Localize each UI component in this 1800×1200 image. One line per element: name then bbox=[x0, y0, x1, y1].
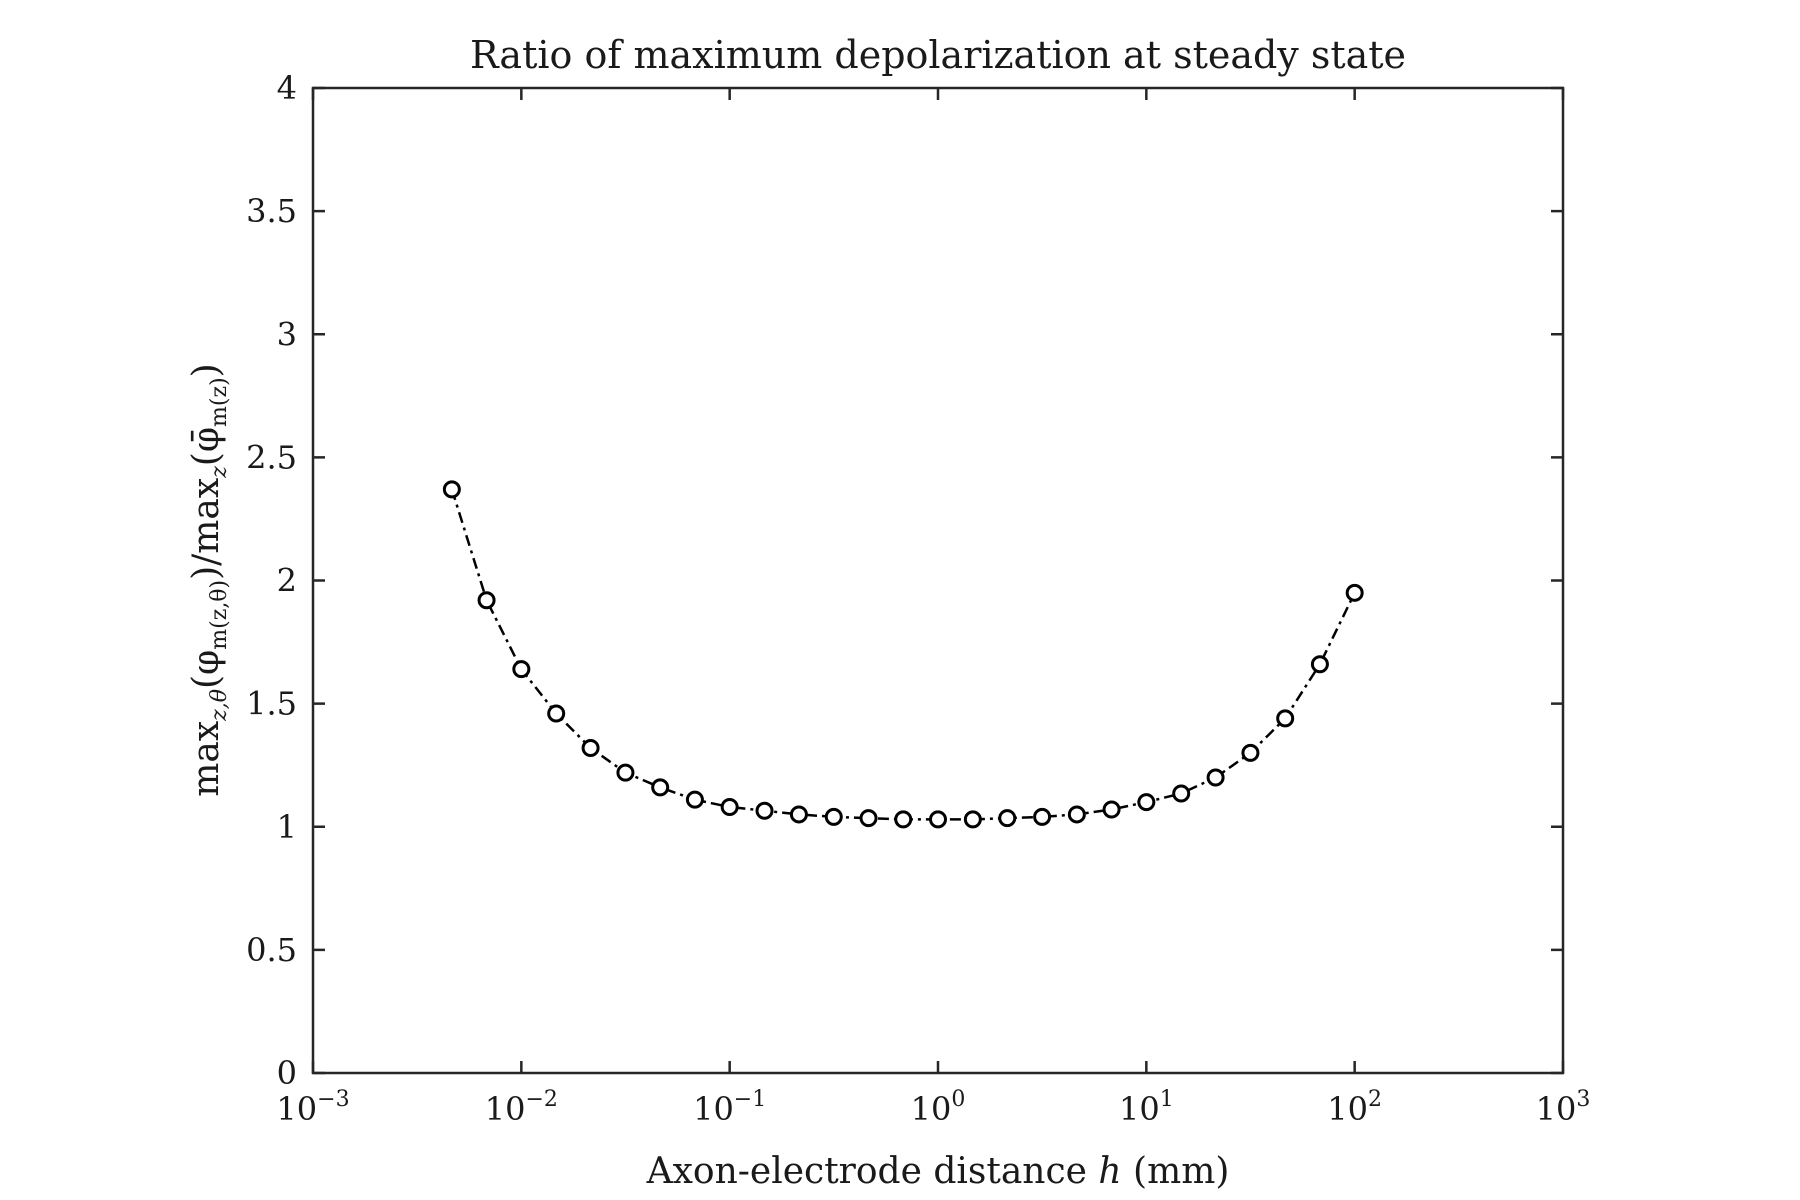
y-tick-label: 1.5 bbox=[246, 685, 297, 723]
x-tick-base: 10 bbox=[693, 1090, 734, 1128]
data-point bbox=[1033, 807, 1052, 826]
y-tick-label: 2 bbox=[277, 562, 297, 600]
data-point bbox=[477, 591, 496, 610]
x-tick-label: 103 bbox=[1536, 1087, 1591, 1128]
series-points bbox=[442, 480, 1364, 829]
x-tick-exponent: 0 bbox=[951, 1087, 965, 1112]
x-tick-exponent: −2 bbox=[525, 1087, 557, 1112]
x-tick-base: 10 bbox=[1327, 1090, 1368, 1128]
data-point bbox=[685, 790, 704, 809]
x-tick-base: 10 bbox=[1536, 1090, 1577, 1128]
data-point bbox=[720, 798, 739, 817]
data-point bbox=[616, 763, 635, 782]
x-tick-exponent: −1 bbox=[734, 1087, 766, 1112]
x-tick-base: 10 bbox=[485, 1090, 526, 1128]
data-point bbox=[963, 810, 982, 829]
x-tick-exponent: 1 bbox=[1160, 1087, 1174, 1112]
y-tick-labels: 0 0.5 1 1.5 2 2.5 3 3.5 4 bbox=[246, 69, 297, 1092]
data-point bbox=[824, 807, 843, 826]
y-axis-label: maxz,θ(φm(z,θ))/maxz(φ̄m(z)) bbox=[186, 363, 232, 796]
data-point bbox=[755, 801, 774, 820]
data-point bbox=[547, 704, 566, 723]
x-tick-label: 10−1 bbox=[693, 1087, 766, 1128]
y-axis-label-part1: max bbox=[186, 721, 227, 797]
data-point bbox=[789, 805, 808, 824]
data-point bbox=[651, 778, 670, 797]
data-point bbox=[1241, 743, 1260, 762]
chart-title: Ratio of maximum depolarization at stead… bbox=[470, 33, 1406, 77]
data-point bbox=[929, 810, 947, 829]
x-tick-base: 10 bbox=[276, 1090, 317, 1128]
x-tick-labels: 10−3 10−2 10−1 100 101 102 103 bbox=[276, 1087, 1590, 1128]
y-axis-label-part3: )/max bbox=[186, 478, 227, 580]
data-point bbox=[1276, 709, 1295, 728]
y-tick-label: 3.5 bbox=[246, 192, 297, 230]
x-axis-label-before: Axon-electrode distance bbox=[646, 1151, 1099, 1192]
x-tick-label: 100 bbox=[911, 1087, 966, 1128]
y-tick-label: 4 bbox=[277, 69, 297, 107]
y-axis-label-sub1: z,θ bbox=[207, 689, 232, 722]
y-axis-label-part4: (φ̄ bbox=[186, 427, 227, 466]
data-point bbox=[581, 738, 600, 757]
data-point bbox=[442, 480, 461, 499]
data-point bbox=[1310, 655, 1329, 674]
x-tick-label: 10−2 bbox=[485, 1087, 558, 1128]
data-point bbox=[1206, 768, 1225, 787]
data-point bbox=[998, 809, 1017, 828]
x-tick-base: 10 bbox=[1119, 1090, 1160, 1128]
x-tick-label: 102 bbox=[1327, 1087, 1382, 1128]
y-axis-label-part2: (φ bbox=[186, 650, 227, 689]
y-axis-label-part5: ) bbox=[186, 363, 227, 377]
y-axis-label-sub2: m(z,θ) bbox=[207, 580, 232, 650]
x-tick-label: 101 bbox=[1119, 1087, 1174, 1128]
x-tick-base: 10 bbox=[911, 1090, 952, 1128]
data-point bbox=[1067, 805, 1086, 824]
y-tick-label: 3 bbox=[277, 315, 297, 353]
x-tick-exponent: −3 bbox=[317, 1087, 349, 1112]
data-point bbox=[512, 660, 531, 679]
y-axis-label-sub3: z bbox=[207, 466, 232, 479]
y-tick-label: 0.5 bbox=[246, 931, 297, 969]
x-tick-exponent: 3 bbox=[1576, 1087, 1590, 1112]
data-point bbox=[1137, 793, 1156, 812]
x-axis-label: Axon-electrode distance h (mm) bbox=[646, 1151, 1230, 1192]
y-tick-label: 2.5 bbox=[246, 438, 297, 476]
data-point bbox=[1102, 800, 1121, 819]
y-axis-label-sub4: m(z) bbox=[207, 377, 232, 427]
x-tick-label: 10−3 bbox=[276, 1087, 349, 1128]
data-point bbox=[1345, 583, 1364, 602]
y-tick-label: 1 bbox=[277, 808, 297, 846]
x-axis-label-variable: h bbox=[1098, 1151, 1121, 1192]
plot-area-frame bbox=[311, 86, 1565, 1075]
data-point bbox=[859, 809, 878, 828]
y-tick-label: 0 bbox=[277, 1054, 297, 1092]
axis-ticks bbox=[311, 86, 1565, 1075]
data-point bbox=[1172, 784, 1191, 803]
x-axis-label-after: (mm) bbox=[1122, 1151, 1230, 1192]
data-point bbox=[894, 810, 913, 829]
x-tick-exponent: 2 bbox=[1368, 1087, 1382, 1112]
